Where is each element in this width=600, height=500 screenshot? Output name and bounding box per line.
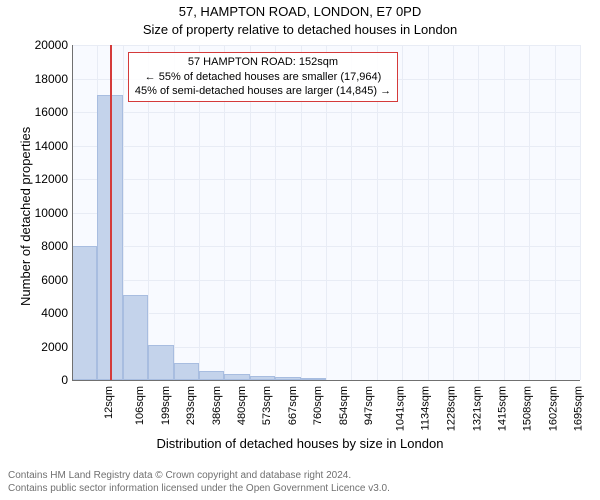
attribution-line-1: Contains HM Land Registry data © Crown c… [8,470,390,483]
y-tick: 2000 [0,340,68,354]
x-tick: 12sqm [103,386,115,419]
x-tick: 199sqm [160,386,172,425]
x-tick: 1695sqm [572,386,584,431]
x-tick: 106sqm [135,386,147,425]
y-tick: 4000 [0,306,68,320]
x-tick: 480sqm [236,386,248,425]
x-tick: 1228sqm [445,386,457,431]
y-tick: 8000 [0,239,68,253]
y-tick: 16000 [0,105,68,119]
gridline-v [555,45,556,380]
callout-line: ← 55% of detached houses are smaller (17… [135,70,391,85]
x-tick: 1321sqm [471,386,483,431]
chart-subtitle: Size of property relative to detached ho… [0,22,600,37]
gridline-v [580,45,581,380]
x-tick: 1415sqm [496,386,508,431]
x-tick: 760sqm [312,386,324,425]
y-axis-line [72,45,73,380]
gridline-v [529,45,530,380]
y-tick: 12000 [0,172,68,186]
x-tick: 667sqm [287,386,299,425]
gridline-v [402,45,403,380]
gridline-v [428,45,429,380]
x-axis-label: Distribution of detached houses by size … [0,436,600,451]
x-tick: 1041sqm [395,386,407,431]
y-tick: 18000 [0,72,68,86]
plot-area: 57 HAMPTON ROAD: 152sqm← 55% of detached… [72,45,580,380]
y-tick: 6000 [0,273,68,287]
callout-line: 45% of semi-detached houses are larger (… [135,84,391,99]
y-axis-label: Number of detached properties [18,127,33,306]
callout-box: 57 HAMPTON ROAD: 152sqm← 55% of detached… [128,52,398,103]
y-tick: 0 [0,373,68,387]
y-tick: 10000 [0,206,68,220]
x-tick: 1602sqm [547,386,559,431]
x-tick: 293sqm [185,386,197,425]
bar [148,345,173,380]
gridline-v [504,45,505,380]
marker-line [110,45,112,380]
bar [174,363,199,380]
bar [123,295,148,380]
callout-line: 57 HAMPTON ROAD: 152sqm [135,55,391,70]
attribution: Contains HM Land Registry data © Crown c… [8,470,390,495]
x-tick: 1508sqm [522,386,534,431]
gridline-v [478,45,479,380]
x-tick: 1134sqm [419,386,431,430]
attribution-line-2: Contains public sector information licen… [8,483,390,496]
chart-title: 57, HAMPTON ROAD, LONDON, E7 0PD [0,4,600,19]
bar [199,371,224,380]
x-tick: 854sqm [338,386,350,425]
gridline-v [453,45,454,380]
x-tick: 573sqm [262,386,274,425]
x-tick: 947sqm [363,386,375,425]
y-tick: 14000 [0,139,68,153]
x-tick: 386sqm [211,386,223,425]
x-axis-line [72,380,580,381]
bar [72,246,97,380]
y-tick: 20000 [0,38,68,52]
